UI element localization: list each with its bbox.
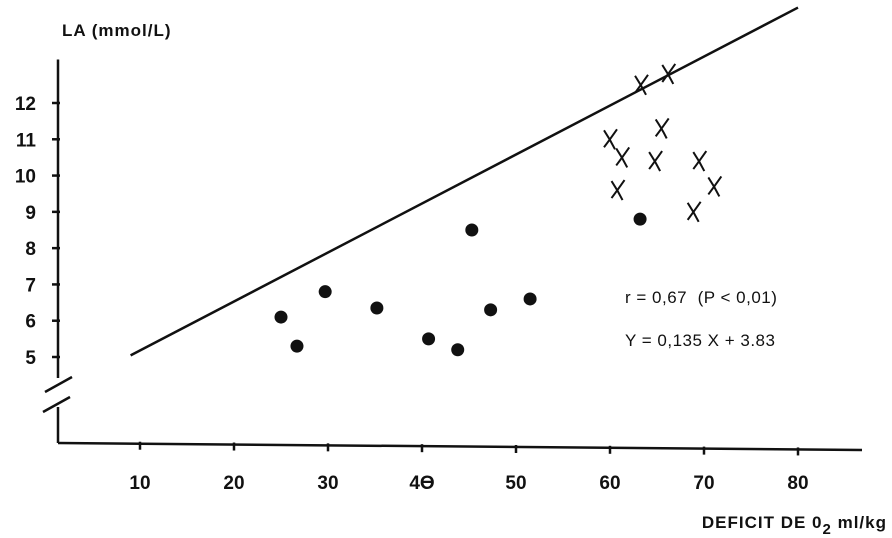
y-tick-label: 5 <box>25 348 36 369</box>
y-tick-label: 9 <box>25 203 36 224</box>
x-axis <box>57 441 863 452</box>
y-tick-label: 10 <box>15 167 36 188</box>
y-tick-label: 7 <box>25 275 36 296</box>
x-marker-point <box>648 150 663 172</box>
x-tick-label: 30 <box>317 473 338 494</box>
y-ticks: 5 6 7 8 9 10 11 12 <box>15 94 60 369</box>
x-ticks: 10 20 30 4ϴ 50 60 70 80 <box>129 441 809 494</box>
y-tick-label: 11 <box>16 130 37 151</box>
dot-point <box>465 223 479 237</box>
x-tick-label: 10 <box>129 473 150 494</box>
x-marker-point <box>610 179 626 201</box>
x-marker-point <box>661 63 677 85</box>
correlation-annotation: r = 0,67 (P < 0,01) <box>625 288 777 307</box>
x-axis-label: DEFICIT DE 02 ml/kg <box>702 513 887 538</box>
x-tick-label: 60 <box>599 473 620 494</box>
data-points <box>274 63 723 357</box>
axes <box>42 59 863 452</box>
x-tick-label: 70 <box>693 473 714 494</box>
x-tick-label: 50 <box>505 473 526 494</box>
y-tick-label: 12 <box>15 94 36 115</box>
x-tick-label: 80 <box>787 473 808 494</box>
y-axis-label: LA (mmol/L) <box>62 21 172 40</box>
x-tick-label: 4ϴ <box>409 473 434 494</box>
x-marker-point <box>707 175 723 197</box>
dot-point <box>422 332 436 346</box>
x-tick-label: 20 <box>223 473 244 494</box>
x-marker-point <box>634 74 649 96</box>
dot-point <box>290 339 304 353</box>
y-tick-label: 6 <box>25 312 36 333</box>
x-marker-point <box>603 128 618 150</box>
dot-point <box>370 301 384 315</box>
dot-point <box>523 292 537 306</box>
dot-point <box>318 285 332 299</box>
y-tick-label: 8 <box>25 239 36 260</box>
y-axis-break-mark <box>42 375 73 414</box>
dot-point <box>484 303 498 317</box>
regression-line <box>130 6 799 357</box>
dot-point <box>633 212 647 226</box>
x-marker-point <box>615 146 631 168</box>
dot-point <box>451 343 465 357</box>
dot-point <box>274 310 288 324</box>
regression-equation-annotation: Y = 0,135 X + 3.83 <box>625 331 775 350</box>
x-marker-point <box>654 117 670 139</box>
x-marker-point <box>692 150 708 172</box>
x-marker-point <box>686 201 702 223</box>
